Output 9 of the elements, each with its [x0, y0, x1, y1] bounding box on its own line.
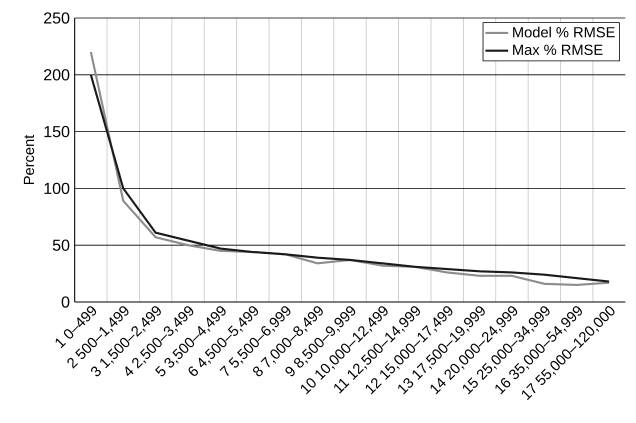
legend-label: Model % RMSE	[513, 26, 615, 38]
y-axis-title: Percent	[24, 134, 34, 184]
y-tick-label: 0	[62, 296, 70, 308]
y-tick-label: 200	[44, 69, 70, 80]
y-tick-label: 250	[44, 12, 70, 24]
legend-label: Max % RMSE	[513, 44, 603, 55]
y-tick-label: 150	[44, 126, 70, 138]
y-tick-label: 100	[44, 182, 70, 194]
y-tick-label: 50	[52, 240, 70, 251]
